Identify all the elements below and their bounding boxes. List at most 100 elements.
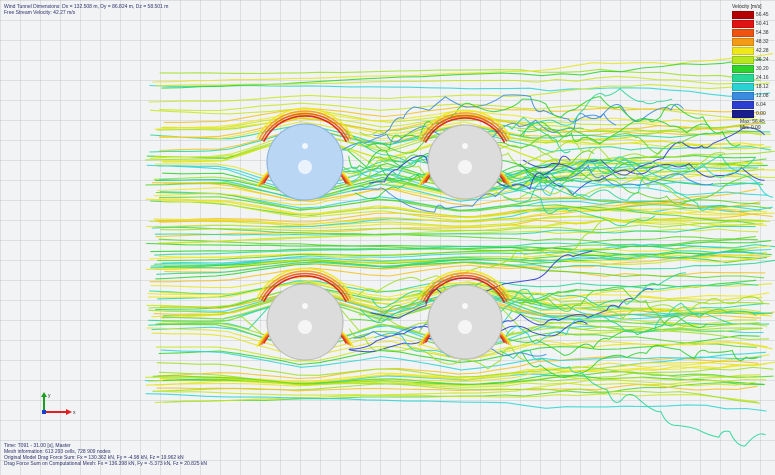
legend-value: 18.12 (756, 84, 769, 90)
legend-entry: 12.08 (722, 92, 772, 101)
streamline (145, 393, 767, 412)
streamline (150, 240, 772, 253)
streamlines-group (144, 53, 775, 447)
legend-swatch (732, 110, 754, 118)
streamline (522, 88, 673, 137)
legend-entry: 42.28 (722, 47, 772, 56)
tunnel-dimensions-text: Wind Tunnel Dimensions: Dx = 132.508 m, … (4, 4, 169, 10)
legend-entry: 50.41 (722, 20, 772, 29)
legend-swatch (732, 47, 754, 55)
legend-swatch (732, 92, 754, 100)
streamline (256, 107, 354, 139)
legend-entry: 30.20 (722, 65, 772, 74)
legend-swatch (732, 74, 754, 82)
streamline (163, 116, 765, 147)
streamline (150, 200, 772, 218)
streamline (258, 110, 352, 140)
streamline (149, 254, 771, 283)
streamline (160, 219, 762, 232)
streamline (498, 154, 756, 190)
streamline (148, 82, 770, 103)
streamline (517, 126, 709, 155)
streamline (501, 290, 733, 333)
streamline (337, 156, 689, 202)
streamline (261, 272, 349, 301)
streamline (371, 272, 687, 319)
streamline (261, 112, 349, 141)
cylinder-body[interactable] (266, 283, 344, 361)
streamline (357, 219, 613, 296)
legend-title: Velocity [m/s] (732, 4, 762, 10)
streamline (373, 94, 684, 137)
legend-entry: 18.12 (722, 83, 772, 92)
streamline (154, 241, 775, 256)
streamline (149, 215, 771, 227)
legend-value: 50.41 (756, 21, 769, 27)
streamline (258, 270, 352, 300)
legend-min-label: Min: 0.00 (740, 125, 761, 131)
legend-entry: 6.04 (722, 101, 772, 110)
computational-drag-text: Drag Force Sum on Computational Mesh: Fx… (4, 461, 208, 467)
streamline (155, 191, 757, 225)
streamline (154, 225, 756, 236)
streamline (499, 349, 766, 447)
streamline (425, 117, 505, 143)
cylinder-body[interactable] (427, 124, 503, 200)
legend-swatch (732, 29, 754, 37)
streamline (263, 115, 347, 142)
header-info: Wind Tunnel Dimensions: Dx = 132.508 m, … (4, 4, 168, 16)
legend-value: 6.04 (756, 102, 766, 108)
streamline (155, 75, 757, 87)
footer-info: Time: T091 - 31.00 [s], Master Mesh info… (4, 443, 207, 467)
streamline (155, 213, 757, 238)
axis-x-label: x (73, 410, 76, 416)
streamline (156, 390, 758, 403)
streamline (152, 53, 774, 83)
original-drag-text: Original Model Drag Force Sum: Fx = 130.… (4, 455, 184, 461)
streamline (163, 260, 765, 279)
legend-entry: 54.38 (722, 29, 772, 38)
streamline (151, 182, 773, 217)
legend-value: 56.45 (756, 12, 769, 18)
streamline (145, 361, 767, 386)
legend-swatch (732, 65, 754, 73)
legend-max-label: Max: 56.45 (740, 119, 765, 125)
streamline (149, 108, 771, 136)
mesh-info-text: Mesh information: 613 293 cells, 728 909… (4, 449, 111, 455)
streamline (263, 275, 347, 302)
streamline (530, 169, 752, 206)
streamline (156, 238, 759, 261)
legend-swatch (732, 20, 754, 28)
streamline (162, 201, 764, 228)
streamline (160, 349, 762, 371)
streamline (529, 156, 774, 198)
streamline (154, 225, 756, 243)
streamline (507, 316, 707, 356)
legend-swatch (732, 11, 754, 19)
time-text: Time: T091 - 31.00 [s], Master (4, 443, 71, 449)
streamline (342, 144, 663, 188)
streamline (418, 109, 512, 140)
legend-swatch (732, 56, 754, 64)
streamline (418, 269, 512, 300)
streamline (519, 104, 741, 147)
legend-value: 24.16 (756, 75, 769, 81)
legend-swatch (732, 38, 754, 46)
cylinder-body[interactable] (427, 284, 503, 360)
axis-y-label: y (48, 393, 51, 399)
streamline (420, 272, 510, 301)
streamline (348, 288, 654, 350)
streamline (365, 96, 711, 150)
streamline (145, 219, 767, 230)
streamline (503, 177, 727, 211)
streamline (422, 274, 508, 302)
legend-entry: 24.16 (722, 74, 772, 83)
streamline (156, 362, 758, 379)
legend-swatch (732, 101, 754, 109)
streamline (256, 267, 354, 299)
cylinder-body[interactable] (266, 123, 344, 201)
legend-entry: 36.24 (722, 56, 772, 65)
streamline (349, 328, 527, 370)
